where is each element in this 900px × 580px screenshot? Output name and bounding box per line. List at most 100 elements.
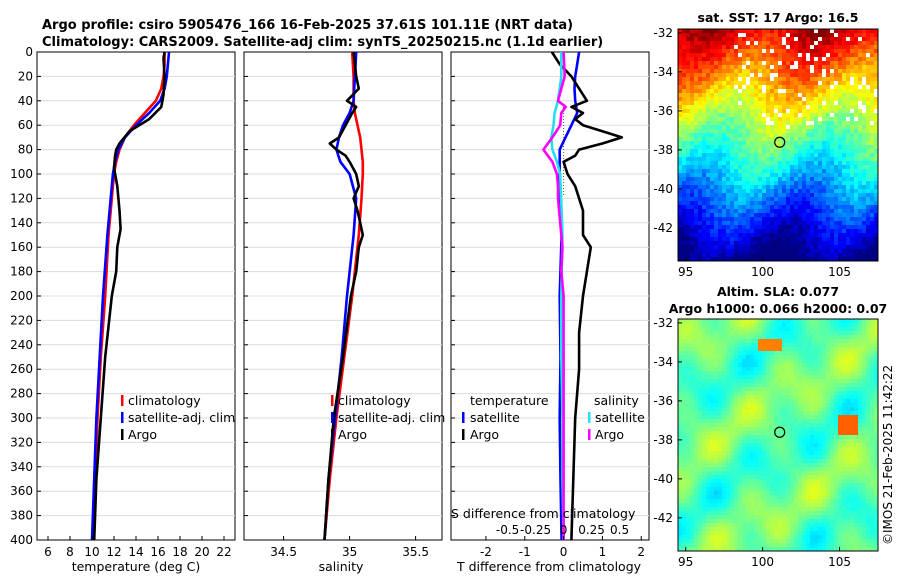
heatmap-cell — [702, 379, 707, 384]
heatmap-cell — [806, 399, 811, 404]
heatmap-cell — [734, 89, 739, 94]
heatmap-cell — [710, 371, 715, 376]
heatmap-cell — [794, 371, 799, 376]
heatmap-cell — [718, 53, 723, 58]
heatmap-cell — [770, 217, 775, 222]
heatmap-cell — [850, 45, 855, 50]
heatmap-cell — [790, 343, 795, 348]
heatmap-cell — [734, 173, 739, 178]
heatmap-cell — [798, 387, 803, 392]
heatmap-cell — [678, 443, 683, 448]
heatmap-cell — [742, 391, 747, 396]
heatmap-cell — [862, 253, 867, 258]
heatmap-cell — [858, 451, 863, 456]
heatmap-cell — [774, 339, 779, 344]
heatmap-cell — [730, 391, 735, 396]
heatmap-cell — [786, 463, 791, 468]
heatmap-cell — [810, 33, 815, 38]
heatmap-cell — [842, 371, 847, 376]
heatmap-cell — [806, 249, 811, 254]
heatmap-cell — [874, 105, 879, 110]
heatmap-cell — [802, 189, 807, 194]
heatmap-cell — [858, 439, 863, 444]
legend-swatch-climatology — [331, 395, 334, 406]
heatmap-cell — [754, 427, 759, 432]
heatmap-cell — [818, 177, 823, 182]
heatmap-cell — [850, 463, 855, 468]
heatmap-cell — [834, 121, 839, 126]
heatmap-cell — [774, 57, 779, 62]
heatmap-cell — [710, 327, 715, 332]
heatmap-cell — [838, 225, 843, 230]
heatmap-cell — [742, 319, 747, 324]
heatmap-cell — [706, 367, 711, 372]
heatmap-cell — [850, 93, 855, 98]
heatmap-cell — [694, 245, 699, 250]
heatmap-cell — [782, 371, 787, 376]
heatmap-cell — [850, 319, 855, 324]
heatmap-cell — [818, 455, 823, 460]
heatmap-cell — [834, 33, 839, 38]
heatmap-cell — [722, 105, 727, 110]
heatmap-cell — [842, 173, 847, 178]
heatmap-cell — [806, 331, 811, 336]
heatmap-cell — [758, 371, 763, 376]
heatmap-cell — [710, 427, 715, 432]
heatmap-cell — [798, 331, 803, 336]
heatmap-cell — [718, 217, 723, 222]
heatmap-cell — [774, 93, 779, 98]
heatmap-cell — [754, 37, 759, 42]
heatmap-cell — [722, 213, 727, 218]
x-tick-label: 2 — [637, 545, 645, 559]
heatmap-cell — [838, 451, 843, 456]
heatmap-cell — [838, 217, 843, 222]
heatmap-cell — [858, 77, 863, 82]
heatmap-cell — [842, 145, 847, 150]
heatmap-cell — [870, 451, 875, 456]
heatmap-cell — [790, 407, 795, 412]
heatmap-cell — [698, 153, 703, 158]
heatmap-cell — [730, 375, 735, 380]
heatmap-cell — [818, 391, 823, 396]
heatmap-cell — [750, 375, 755, 380]
heatmap-cell — [794, 181, 799, 186]
heatmap-cell — [830, 233, 835, 238]
heatmap-cell — [762, 141, 767, 146]
heatmap-cell — [766, 399, 771, 404]
heatmap-cell — [858, 363, 863, 368]
heatmap-cell — [826, 439, 831, 444]
heatmap-cell — [850, 339, 855, 344]
heatmap-cell — [794, 149, 799, 154]
heatmap-cell — [770, 177, 775, 182]
heatmap-cell — [730, 407, 735, 412]
heatmap-cell — [822, 61, 827, 66]
heatmap-cell — [874, 133, 879, 138]
heatmap-cell — [754, 225, 759, 230]
heatmap-cell — [758, 181, 763, 186]
heatmap-cell — [742, 375, 747, 380]
heatmap-cell — [698, 73, 703, 78]
heatmap-cell — [678, 395, 683, 400]
heatmap-cell — [862, 435, 867, 440]
heatmap-cell — [770, 93, 775, 98]
heatmap-cell — [738, 249, 743, 254]
heatmap-cell — [858, 81, 863, 86]
heatmap-cell — [770, 339, 775, 344]
heatmap-cell — [834, 77, 839, 82]
heatmap-cell — [806, 367, 811, 372]
heatmap-cell — [766, 363, 771, 368]
heatmap-cell — [694, 209, 699, 214]
heatmap-cell — [802, 367, 807, 372]
heatmap-cell — [810, 209, 815, 214]
heatmap-cell — [774, 423, 779, 428]
heatmap-cell — [770, 225, 775, 230]
heatmap-cell — [734, 257, 739, 262]
heatmap-cell — [862, 105, 867, 110]
heatmap-cell — [754, 209, 759, 214]
heatmap-cell — [810, 379, 815, 384]
heatmap-cell — [870, 439, 875, 444]
heatmap-cell — [818, 189, 823, 194]
heatmap-cell — [834, 101, 839, 106]
heatmap-cell — [742, 213, 747, 218]
